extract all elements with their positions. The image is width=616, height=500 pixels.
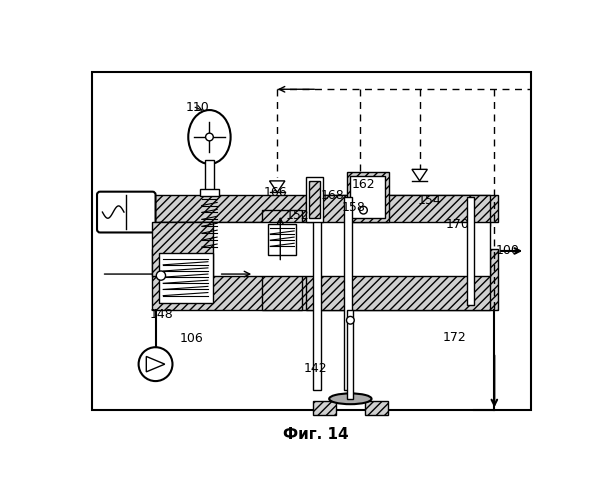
FancyBboxPatch shape xyxy=(97,192,156,232)
Bar xyxy=(347,310,354,399)
Bar xyxy=(344,197,352,390)
Text: 142: 142 xyxy=(304,362,328,374)
Text: 106: 106 xyxy=(180,332,204,345)
Text: 154: 154 xyxy=(418,194,442,207)
Bar xyxy=(306,251,490,310)
Bar xyxy=(268,224,296,255)
Text: 166: 166 xyxy=(264,186,288,199)
Circle shape xyxy=(206,133,213,141)
Bar xyxy=(306,177,323,222)
Bar xyxy=(306,194,490,226)
Bar xyxy=(200,190,219,196)
Text: 172: 172 xyxy=(442,330,466,344)
Ellipse shape xyxy=(188,110,230,164)
Bar xyxy=(160,252,213,302)
Bar xyxy=(468,197,474,305)
Bar xyxy=(314,401,336,415)
Text: 168: 168 xyxy=(321,189,344,202)
Text: 100: 100 xyxy=(495,244,519,256)
Circle shape xyxy=(139,347,172,381)
Polygon shape xyxy=(270,181,285,192)
Ellipse shape xyxy=(329,394,371,404)
Polygon shape xyxy=(412,170,428,181)
Text: 110: 110 xyxy=(186,101,210,114)
Bar xyxy=(152,194,498,222)
Text: 162: 162 xyxy=(352,178,375,191)
Circle shape xyxy=(360,206,367,214)
Polygon shape xyxy=(147,356,165,372)
Bar xyxy=(309,181,320,218)
Text: 158: 158 xyxy=(341,202,365,214)
Bar xyxy=(152,222,213,276)
Circle shape xyxy=(156,271,166,280)
Bar xyxy=(262,264,302,310)
Text: 152: 152 xyxy=(285,209,309,222)
Bar xyxy=(160,222,490,276)
Bar xyxy=(92,72,532,410)
Text: Фиг. 14: Фиг. 14 xyxy=(283,426,349,442)
Bar xyxy=(351,176,385,218)
Bar xyxy=(152,248,498,310)
Text: 170: 170 xyxy=(445,218,469,232)
Bar xyxy=(346,172,389,222)
Circle shape xyxy=(346,316,354,324)
Bar xyxy=(262,210,302,252)
Bar xyxy=(365,401,388,415)
Bar xyxy=(314,197,321,390)
Text: 148: 148 xyxy=(150,308,174,320)
Bar xyxy=(205,160,214,194)
